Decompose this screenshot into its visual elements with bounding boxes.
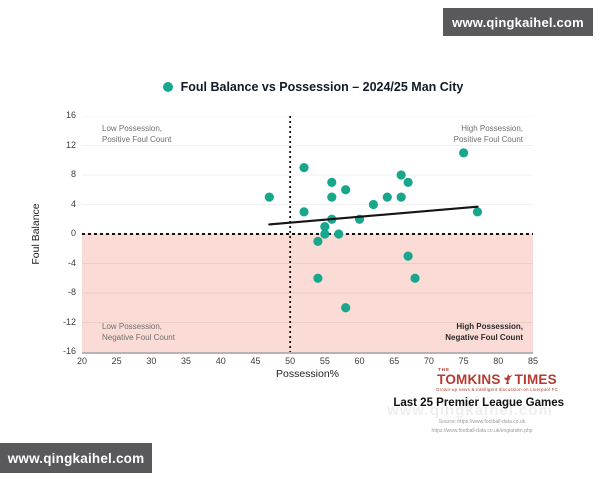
- logo-tagline: Grown-up news & intelligent discussion o…: [435, 387, 559, 392]
- data-point: [382, 192, 392, 202]
- x-tick-label: 55: [319, 356, 330, 366]
- liver-bird-icon: [503, 374, 512, 385]
- quadrant-label-bottom-right: High Possession, Negative Foul Count: [445, 321, 523, 343]
- data-point: [264, 192, 274, 202]
- quadrant-line: Low Possession,: [102, 124, 163, 133]
- data-point: [327, 192, 337, 202]
- y-tick-label: 0: [70, 228, 76, 238]
- data-point: [410, 273, 420, 283]
- trend-line: [268, 205, 479, 226]
- y-tick-label: -12: [62, 316, 76, 327]
- logo-main-text: TOMKINS TIMES: [434, 371, 560, 387]
- x-tick-label: 45: [250, 356, 261, 366]
- data-point: [459, 148, 469, 158]
- data-point: [313, 273, 323, 283]
- quadrant-line: High Possession,: [456, 321, 523, 331]
- source-line-2: https://www.football-data.co.uk/englandm…: [431, 427, 533, 434]
- x-tick-label: 65: [389, 356, 400, 366]
- quadrant-label-top-left: Low Possession, Positive Foul Count: [102, 123, 171, 145]
- data-point: [299, 163, 309, 173]
- data-point: [341, 303, 351, 313]
- y-tick-label: 12: [65, 139, 76, 150]
- x-tick-label: 25: [111, 356, 122, 366]
- y-axis-title: Foul Balance: [30, 203, 42, 265]
- quadrant-label-bottom-left: Low Possession, Negative Foul Count: [102, 321, 175, 343]
- quadrant-line: Positive Foul Count: [453, 135, 523, 145]
- data-point: [396, 170, 406, 180]
- data-point: [341, 185, 351, 195]
- data-point: [320, 222, 330, 232]
- legend-marker-icon: [162, 82, 173, 92]
- x-tick-label: 60: [354, 356, 365, 366]
- chart-caption: Last 25 Premier League Games: [393, 397, 564, 409]
- negative-foul-region: [82, 234, 533, 352]
- data-point: [313, 236, 323, 246]
- scatter-plot-area: Low Possession, Positive Foul Count High…: [82, 116, 533, 354]
- data-point: [403, 177, 413, 187]
- x-tick-label: 85: [527, 356, 538, 366]
- logo-the-text: THE: [438, 367, 450, 372]
- data-point: [320, 229, 330, 239]
- data-point: [299, 207, 309, 217]
- tomkins-times-logo: THE TOMKINS TIMES Grown-up news & intell…: [434, 367, 560, 393]
- x-tick-label: 40: [215, 356, 226, 366]
- y-tick-label: -8: [67, 287, 76, 297]
- quadrant-line: Low Possession,: [102, 321, 163, 331]
- x-tick-label: 75: [458, 356, 469, 366]
- quadrant-line: Negative Foul Count: [102, 332, 175, 342]
- chart-title-row: Foul Balance vs Possession – 2024/25 Man…: [0, 80, 600, 94]
- quadrant-line: Negative Foul Count: [445, 332, 523, 342]
- data-point: [403, 251, 413, 261]
- watermark-bottom-left: www.qingkaihel.com: [0, 443, 152, 473]
- y-tick-label: 16: [65, 110, 76, 120]
- quadrant-line: Positive Foul Count: [102, 135, 172, 145]
- x-axis-title: Possession%: [275, 368, 340, 380]
- logo-word-tomkins: TOMKINS: [437, 371, 501, 387]
- source-line-1: Source: https://www.football-data.co.uk: [438, 419, 526, 425]
- x-tick-label: 35: [181, 356, 192, 366]
- y-tick-label: 8: [70, 169, 76, 179]
- watermark-top-right: www.qingkaihel.com: [443, 8, 593, 36]
- scatter-canvas: [82, 116, 533, 352]
- quadrant-line: High Possession,: [461, 124, 523, 133]
- data-point: [472, 207, 483, 217]
- y-tick-label: -16: [62, 346, 76, 356]
- x-tick-label: 50: [285, 356, 296, 366]
- y-tick-label: -4: [67, 257, 76, 268]
- x-tick-label: 80: [493, 356, 504, 366]
- logo-word-times: TIMES: [514, 371, 557, 387]
- x-tick-label: 70: [423, 356, 434, 366]
- chart-title: Foul Balance vs Possession – 2024/25 Man…: [180, 80, 464, 94]
- x-tick-label: 20: [76, 356, 87, 366]
- source-text: Source: https://www.football-data.co.uk …: [392, 418, 572, 435]
- x-tick-label: 30: [146, 356, 157, 366]
- y-tick-label: 4: [70, 198, 76, 209]
- data-point: [327, 177, 337, 187]
- data-point: [334, 229, 344, 239]
- quadrant-label-top-right: High Possession, Positive Foul Count: [454, 123, 523, 145]
- data-point: [396, 192, 406, 202]
- data-point: [368, 199, 379, 210]
